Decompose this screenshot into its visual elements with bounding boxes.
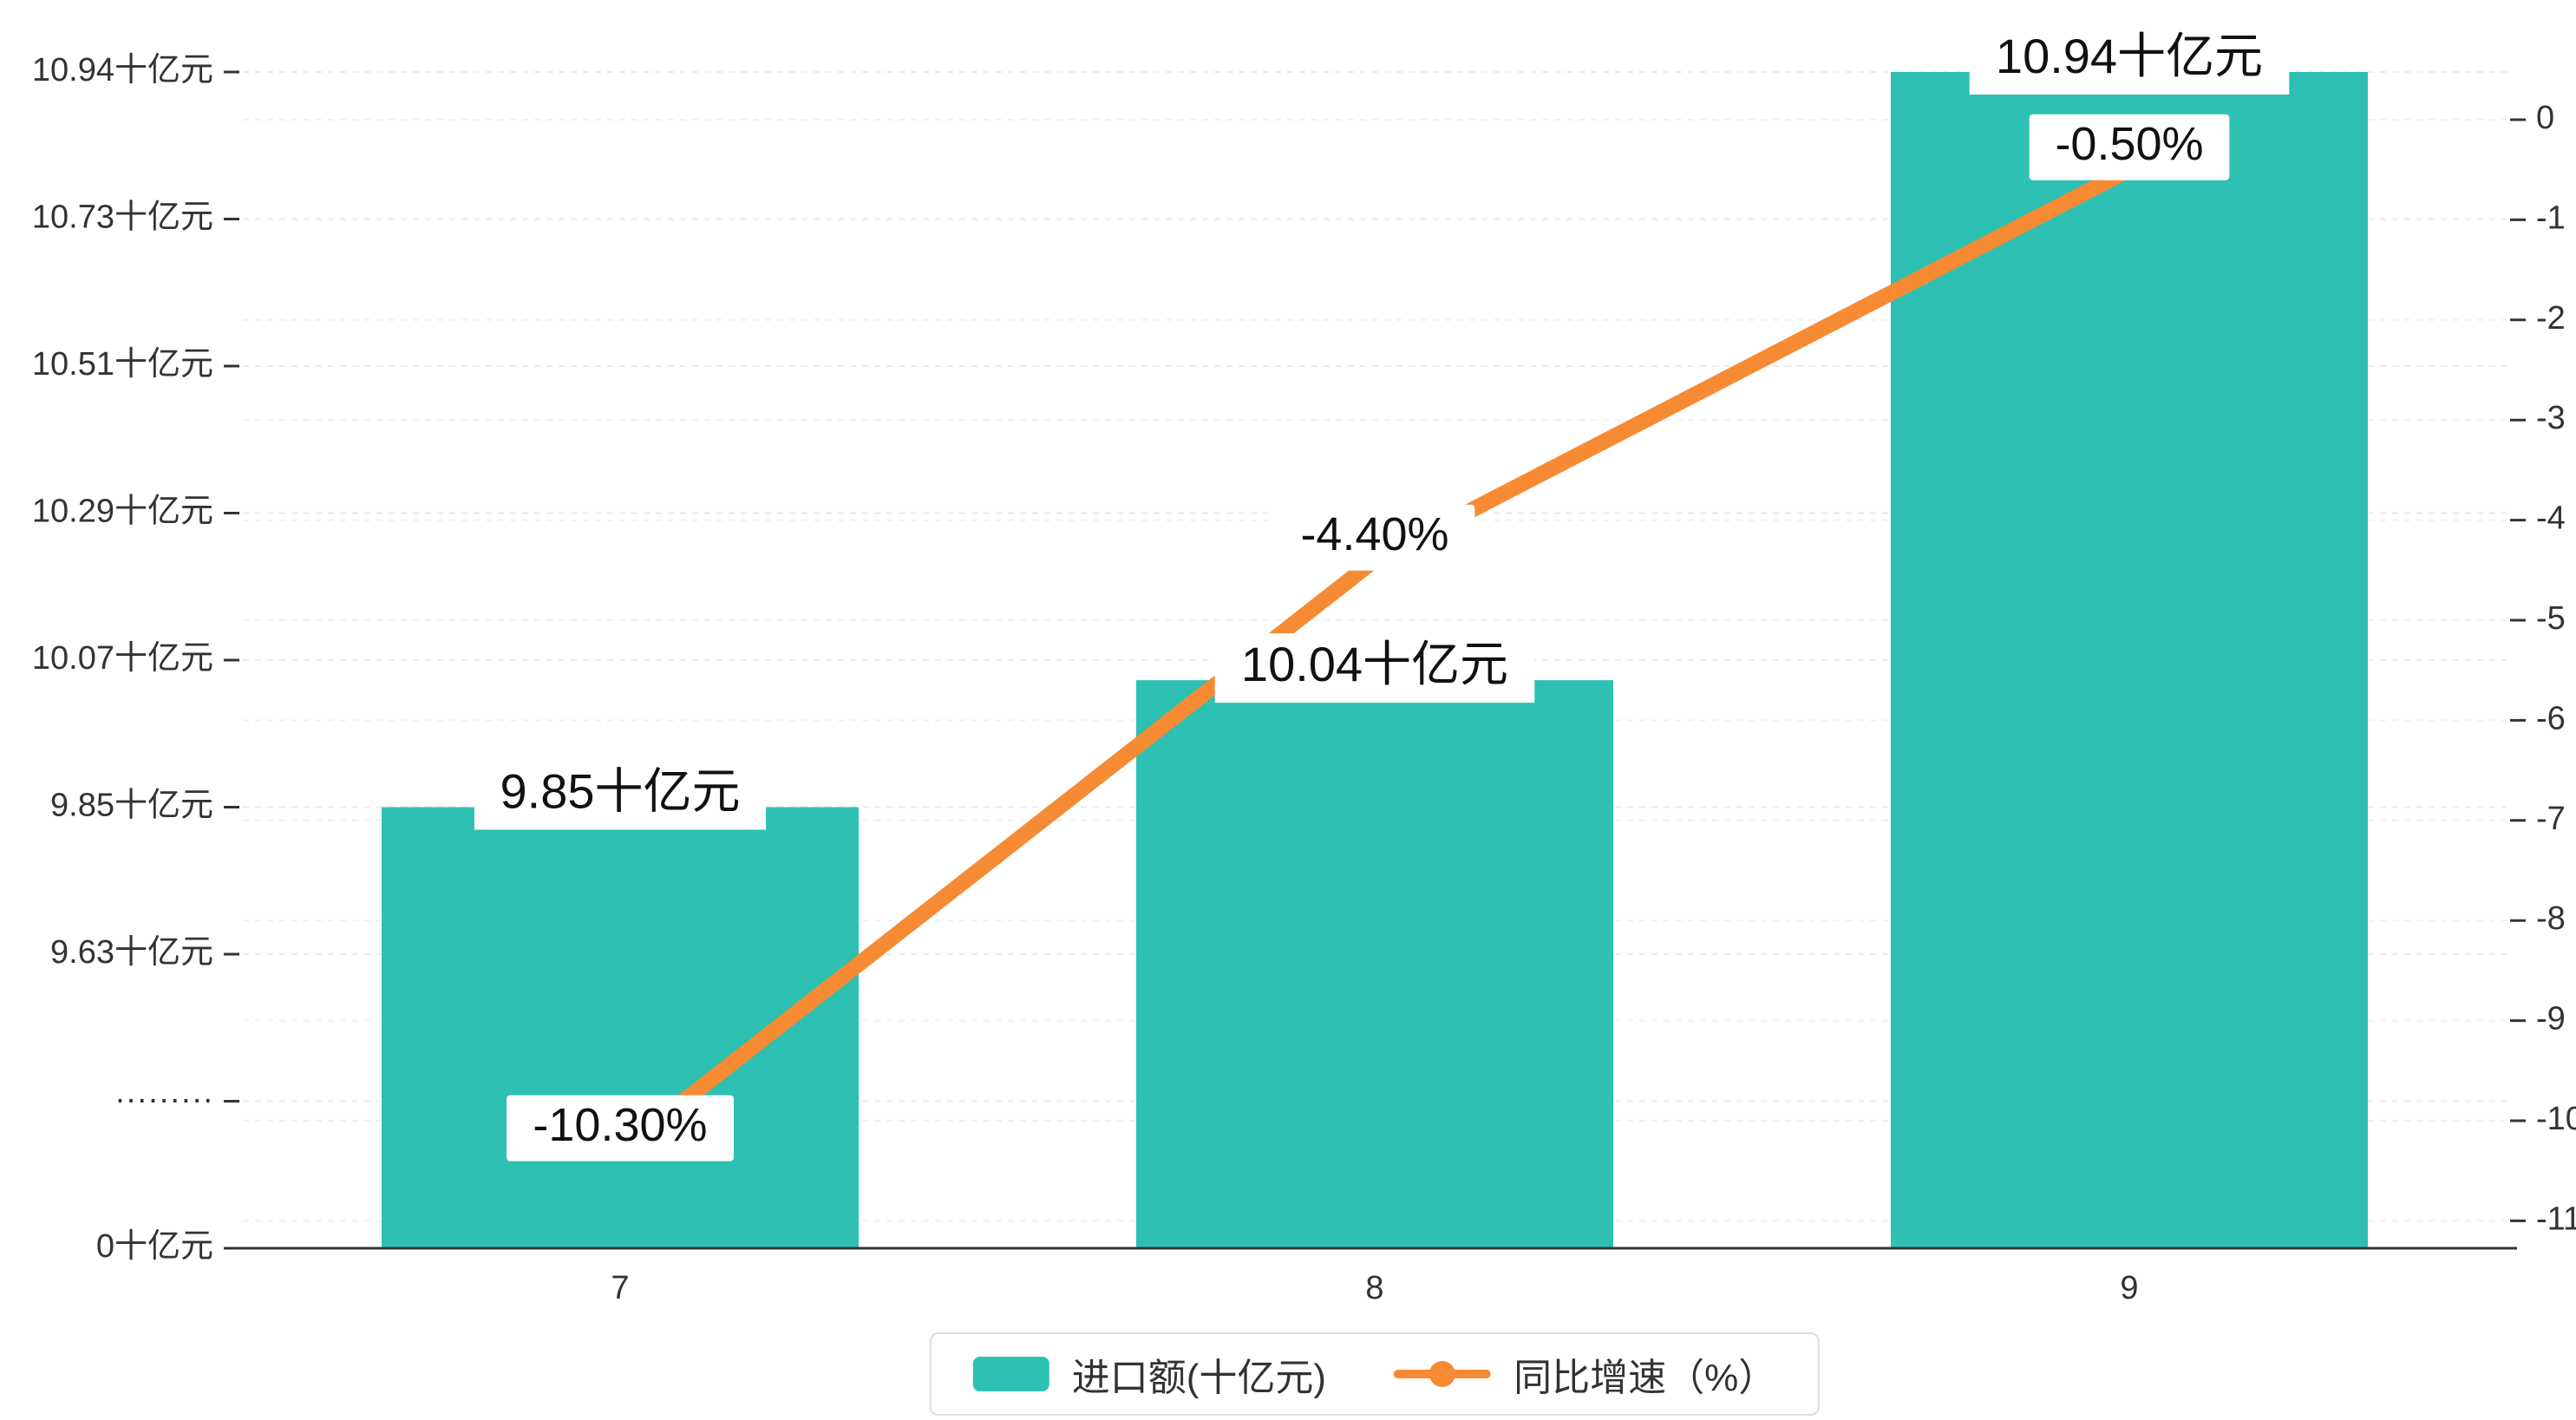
right-axis-tick-label: -9 bbox=[2536, 1001, 2566, 1037]
right-axis-tick-label: 0 bbox=[2536, 100, 2554, 136]
right-axis-tick-label: -3 bbox=[2536, 400, 2566, 436]
bar-value-label-box bbox=[474, 760, 767, 830]
left-axis-tick-label: 9.63十亿元 bbox=[50, 934, 213, 971]
right-axis-tick-label: -8 bbox=[2536, 900, 2566, 937]
right-axis-tick-label: -1 bbox=[2536, 200, 2566, 236]
line-value-label: -10.30% bbox=[533, 1099, 707, 1151]
left-axis-tick-label: 0十亿元 bbox=[96, 1228, 213, 1265]
right-axis-tick-label: -4 bbox=[2536, 501, 2566, 537]
left-axis-tick-label: 10.94十亿元 bbox=[32, 52, 213, 88]
right-axis-tick-label: -10 bbox=[2536, 1101, 2576, 1137]
legend-item-import-amount[interactable]: 进口额(十亿元) bbox=[972, 1346, 1327, 1402]
line-value-label: -4.40% bbox=[1300, 508, 1448, 560]
line-value-label-box bbox=[2029, 114, 2230, 180]
right-axis-tick-label: -5 bbox=[2536, 600, 2566, 637]
bar-value-label-box bbox=[1214, 633, 1535, 703]
left-axis-tick-label: 10.51十亿元 bbox=[32, 346, 213, 383]
left-axis-tick-label: 10.07十亿元 bbox=[32, 640, 213, 677]
right-axis-tick-label: -11 bbox=[2536, 1201, 2576, 1237]
bar-value-label: 10.04十亿元 bbox=[1241, 637, 1508, 691]
right-axis-tick-label: -7 bbox=[2536, 801, 2566, 837]
x-axis-label: 9 bbox=[2120, 1270, 2138, 1306]
left-axis-tick-label: ········· bbox=[114, 1082, 213, 1118]
right-axis-tick-label: -2 bbox=[2536, 300, 2566, 337]
bar-value-label-box bbox=[1969, 25, 2290, 95]
x-axis-label: 8 bbox=[1365, 1270, 1383, 1306]
bar-value-label: 9.85十亿元 bbox=[500, 763, 741, 818]
line-value-label: -0.50% bbox=[2055, 118, 2203, 170]
chart-legend: 进口额(十亿元) 同比增速（%） bbox=[929, 1332, 1821, 1416]
legend-item-yoy-growth[interactable]: 同比增速（%） bbox=[1394, 1346, 1776, 1402]
line-series-dot-icon bbox=[1429, 1361, 1456, 1387]
bar bbox=[1891, 72, 2368, 1248]
legend-label-yoy-growth: 同比增速（%） bbox=[1514, 1357, 1777, 1399]
left-axis-tick-label: 9.85十亿元 bbox=[50, 788, 213, 824]
x-axis-label: 7 bbox=[611, 1270, 629, 1306]
bar-value-label: 10.94十亿元 bbox=[1996, 29, 2263, 83]
left-axis-tick-label: 10.29十亿元 bbox=[32, 494, 213, 530]
line-value-label-box bbox=[507, 1095, 734, 1162]
legend-label-import-amount: 进口额(十亿元) bbox=[1071, 1357, 1327, 1399]
line-series-icon bbox=[1394, 1357, 1492, 1391]
line-value-label-box bbox=[1274, 504, 1475, 571]
bar-series-swatch-icon bbox=[972, 1357, 1049, 1391]
left-axis-tick-label: 10.73十亿元 bbox=[32, 200, 213, 236]
bar bbox=[1136, 680, 1613, 1248]
right-axis-tick-label: -6 bbox=[2536, 700, 2566, 736]
